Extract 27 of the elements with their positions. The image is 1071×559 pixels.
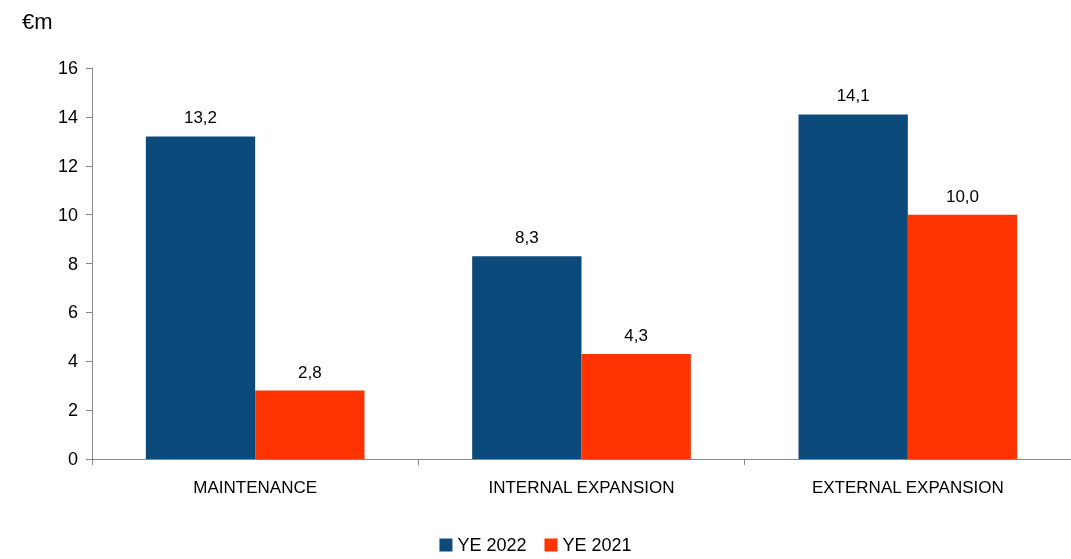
y-axis-title: €m <box>22 8 53 34</box>
y-tick-label: 2 <box>67 400 78 421</box>
data-label: 4,3 <box>624 325 648 345</box>
bar <box>907 214 1018 459</box>
x-tick-label: INTERNAL EXPANSION <box>488 478 675 497</box>
bar <box>472 256 582 459</box>
y-tick-label: 0 <box>67 449 78 469</box>
y-tick-label: 16 <box>57 58 78 78</box>
bar <box>798 114 908 459</box>
data-label: 10,0 <box>945 186 980 206</box>
bar <box>255 390 365 459</box>
x-tick-label: EXTERNAL EXPANSION <box>811 478 1004 497</box>
legend-label: YE 2022 <box>457 535 527 555</box>
bar <box>581 353 691 459</box>
y-tick-label: 4 <box>67 351 78 372</box>
y-tick-label: 8 <box>67 253 78 274</box>
x-tick-label: MAINTENANCE <box>193 478 318 497</box>
data-label: 8,3 <box>515 228 539 248</box>
legend-label: YE 2021 <box>562 535 632 555</box>
y-tick-label: 10 <box>57 204 78 225</box>
y-tick-label: 12 <box>57 155 78 176</box>
data-label: 13,2 <box>183 108 218 128</box>
data-label: 14,1 <box>836 86 870 106</box>
y-tick-label: 6 <box>67 302 78 323</box>
data-label: 2,8 <box>298 362 322 382</box>
bar <box>145 136 256 459</box>
y-tick-label: 14 <box>57 106 78 127</box>
